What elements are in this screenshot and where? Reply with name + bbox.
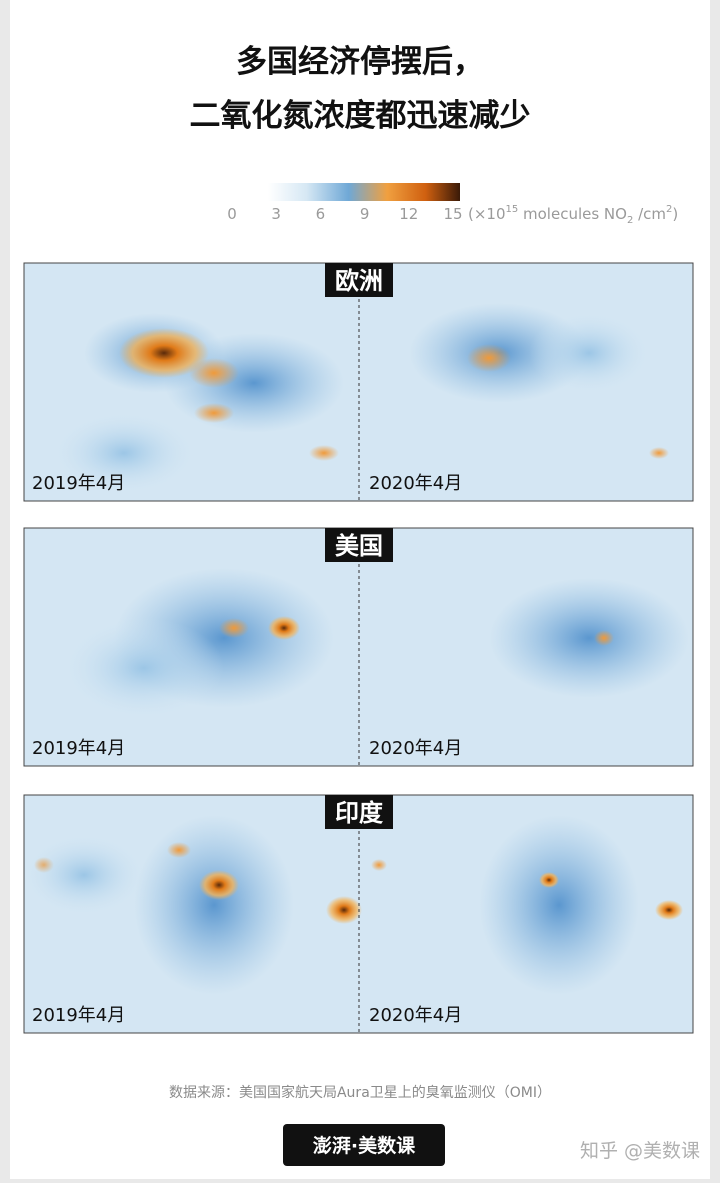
region-badge [325, 795, 393, 829]
map-texture [467, 344, 511, 372]
legend-tick: 9 [360, 205, 370, 223]
region-badge [325, 263, 393, 297]
region-label: 欧洲 [335, 267, 383, 295]
map-texture [64, 618, 224, 718]
legend-tick: 12 [399, 205, 418, 223]
map-texture [24, 835, 144, 915]
map-texture [199, 870, 239, 900]
brand: 澎湃·美数课 [313, 1134, 416, 1157]
map-texture [655, 900, 683, 920]
map-texture [326, 896, 362, 924]
map-texture [189, 358, 239, 388]
map-texture [489, 578, 689, 698]
legend-tick: 15 [443, 205, 462, 223]
colorbar [268, 183, 460, 201]
map-texture [268, 616, 300, 640]
map-texture [649, 447, 669, 459]
map-texture [479, 815, 639, 995]
map-texture [194, 403, 234, 423]
region-badge [325, 528, 393, 562]
map-texture [54, 413, 194, 493]
map-texture [167, 842, 191, 858]
date-label: 2019年4月 [32, 1005, 125, 1026]
map-texture [134, 815, 294, 995]
map-texture [529, 313, 649, 393]
map-texture [119, 328, 209, 378]
date-label: 2019年4月 [32, 473, 125, 494]
title: 二氧化氮浓度都迅速减少 [190, 98, 531, 134]
brand-badge [283, 1124, 445, 1166]
legend-tick: 6 [316, 205, 326, 223]
region-label: 印度 [335, 799, 384, 827]
map-texture [309, 445, 339, 461]
date-label: 2019年4月 [32, 738, 125, 759]
map-texture [219, 618, 249, 638]
title: 多国经济停摆后， [236, 44, 484, 80]
map-texture [594, 630, 614, 646]
legend-tick: 3 [271, 205, 281, 223]
date-label: 2020年4月 [369, 738, 462, 759]
source: 数据来源：美国国家航天局Aura卫星上的臭氧监测仪（OMI） [169, 1084, 551, 1101]
legend-tick: 0 [227, 205, 237, 223]
date-label: 2020年4月 [369, 1005, 462, 1026]
watermark: 知乎 @美数课 [580, 1140, 700, 1162]
region-label: 美国 [335, 532, 383, 560]
map-texture [371, 859, 387, 871]
map-texture [539, 872, 559, 888]
unit-label: (×1015 molecules NO2 /cm2) [468, 204, 678, 226]
date-label: 2020年4月 [369, 473, 462, 494]
